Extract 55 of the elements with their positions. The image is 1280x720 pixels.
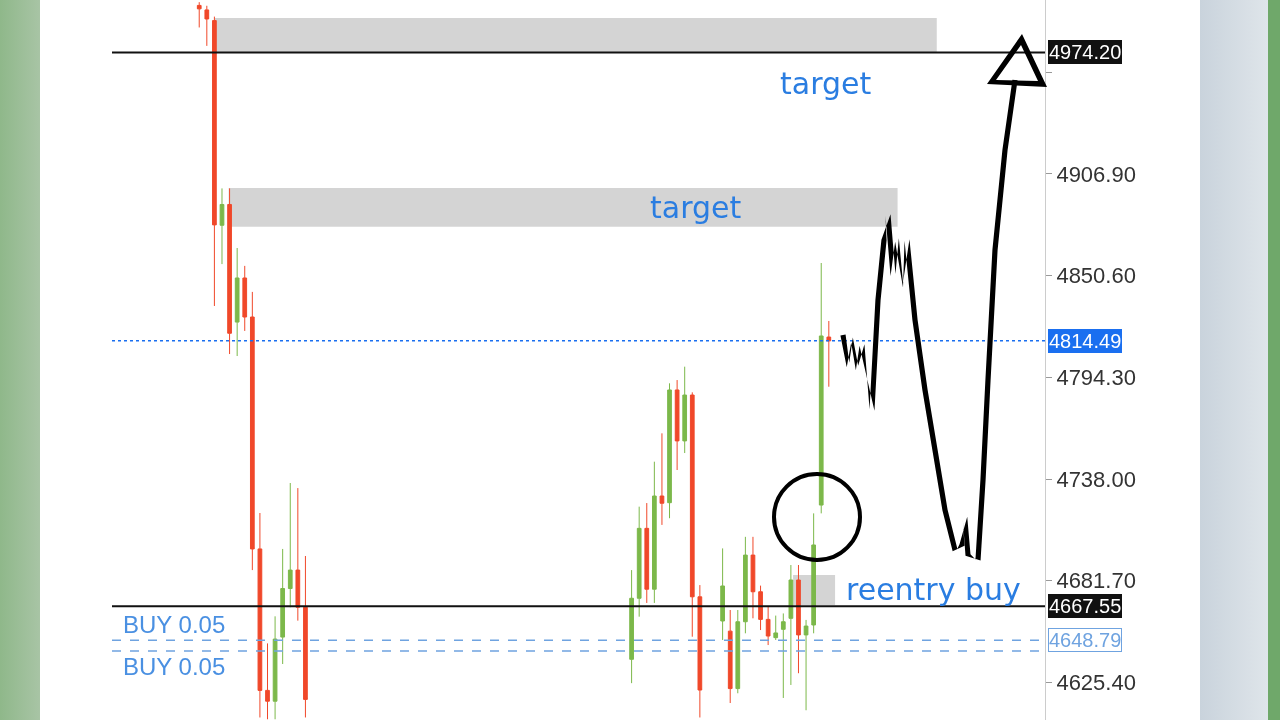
candlestick (249, 291, 255, 571)
ref-line-label: 4974.20 (1049, 41, 1122, 63)
ref-line-label: 4814.49 (1049, 330, 1122, 352)
annotation: BUY 0.05 (123, 653, 226, 680)
candlestick (689, 391, 695, 638)
candlestick (682, 366, 688, 454)
candlestick (257, 512, 263, 718)
candlestick (242, 265, 248, 332)
candlestick (765, 606, 771, 646)
band-label: target (650, 190, 742, 225)
candlestick (803, 619, 809, 711)
y-tick-label: 4906.90 (1056, 161, 1136, 187)
candlestick (287, 482, 293, 608)
candlestick (219, 187, 225, 265)
candlestick (758, 585, 763, 631)
candlestick (796, 564, 801, 674)
y-tick-label: 4681.70 (1056, 568, 1136, 594)
candlestick (234, 247, 240, 357)
candlestick (788, 564, 794, 686)
candlestick (674, 379, 680, 471)
candlestick (227, 187, 232, 355)
candlestick (826, 320, 832, 388)
candlestick (644, 502, 650, 604)
candlestick (212, 16, 217, 307)
candlestick (204, 5, 210, 47)
y-tick-label: 4794.30 (1056, 365, 1136, 391)
candlestick (780, 612, 786, 699)
candlestick (265, 642, 270, 720)
candlestick (743, 536, 748, 634)
candlestick (773, 615, 779, 641)
candlestick (295, 487, 301, 622)
candlestick (735, 609, 741, 694)
ref-line-label: 4648.79 (1049, 629, 1122, 651)
candlestick (303, 555, 308, 718)
y-tick-label: 4625.40 (1056, 670, 1136, 696)
candlestick (196, 1, 202, 28)
candlestick (280, 548, 286, 665)
candlestick (697, 584, 703, 718)
candlestick (727, 609, 733, 704)
candlestick (272, 615, 278, 720)
candlestick (811, 512, 816, 634)
candlestick (818, 262, 824, 514)
candlestick (629, 569, 634, 684)
y-tick-label: 4850.60 (1056, 263, 1136, 289)
candlestick (636, 506, 642, 618)
candlestick (750, 536, 756, 619)
ref-line-label: 4667.55 (1049, 595, 1122, 617)
annotation: BUY 0.05 (123, 611, 226, 638)
band-label: target (780, 66, 872, 101)
candlestick (652, 461, 657, 604)
candlestick (667, 382, 672, 519)
band-label: reentry buy (846, 572, 1021, 607)
candlestick (720, 547, 725, 641)
candlestick (659, 432, 665, 526)
y-tick-label: 4738.00 (1056, 466, 1136, 492)
